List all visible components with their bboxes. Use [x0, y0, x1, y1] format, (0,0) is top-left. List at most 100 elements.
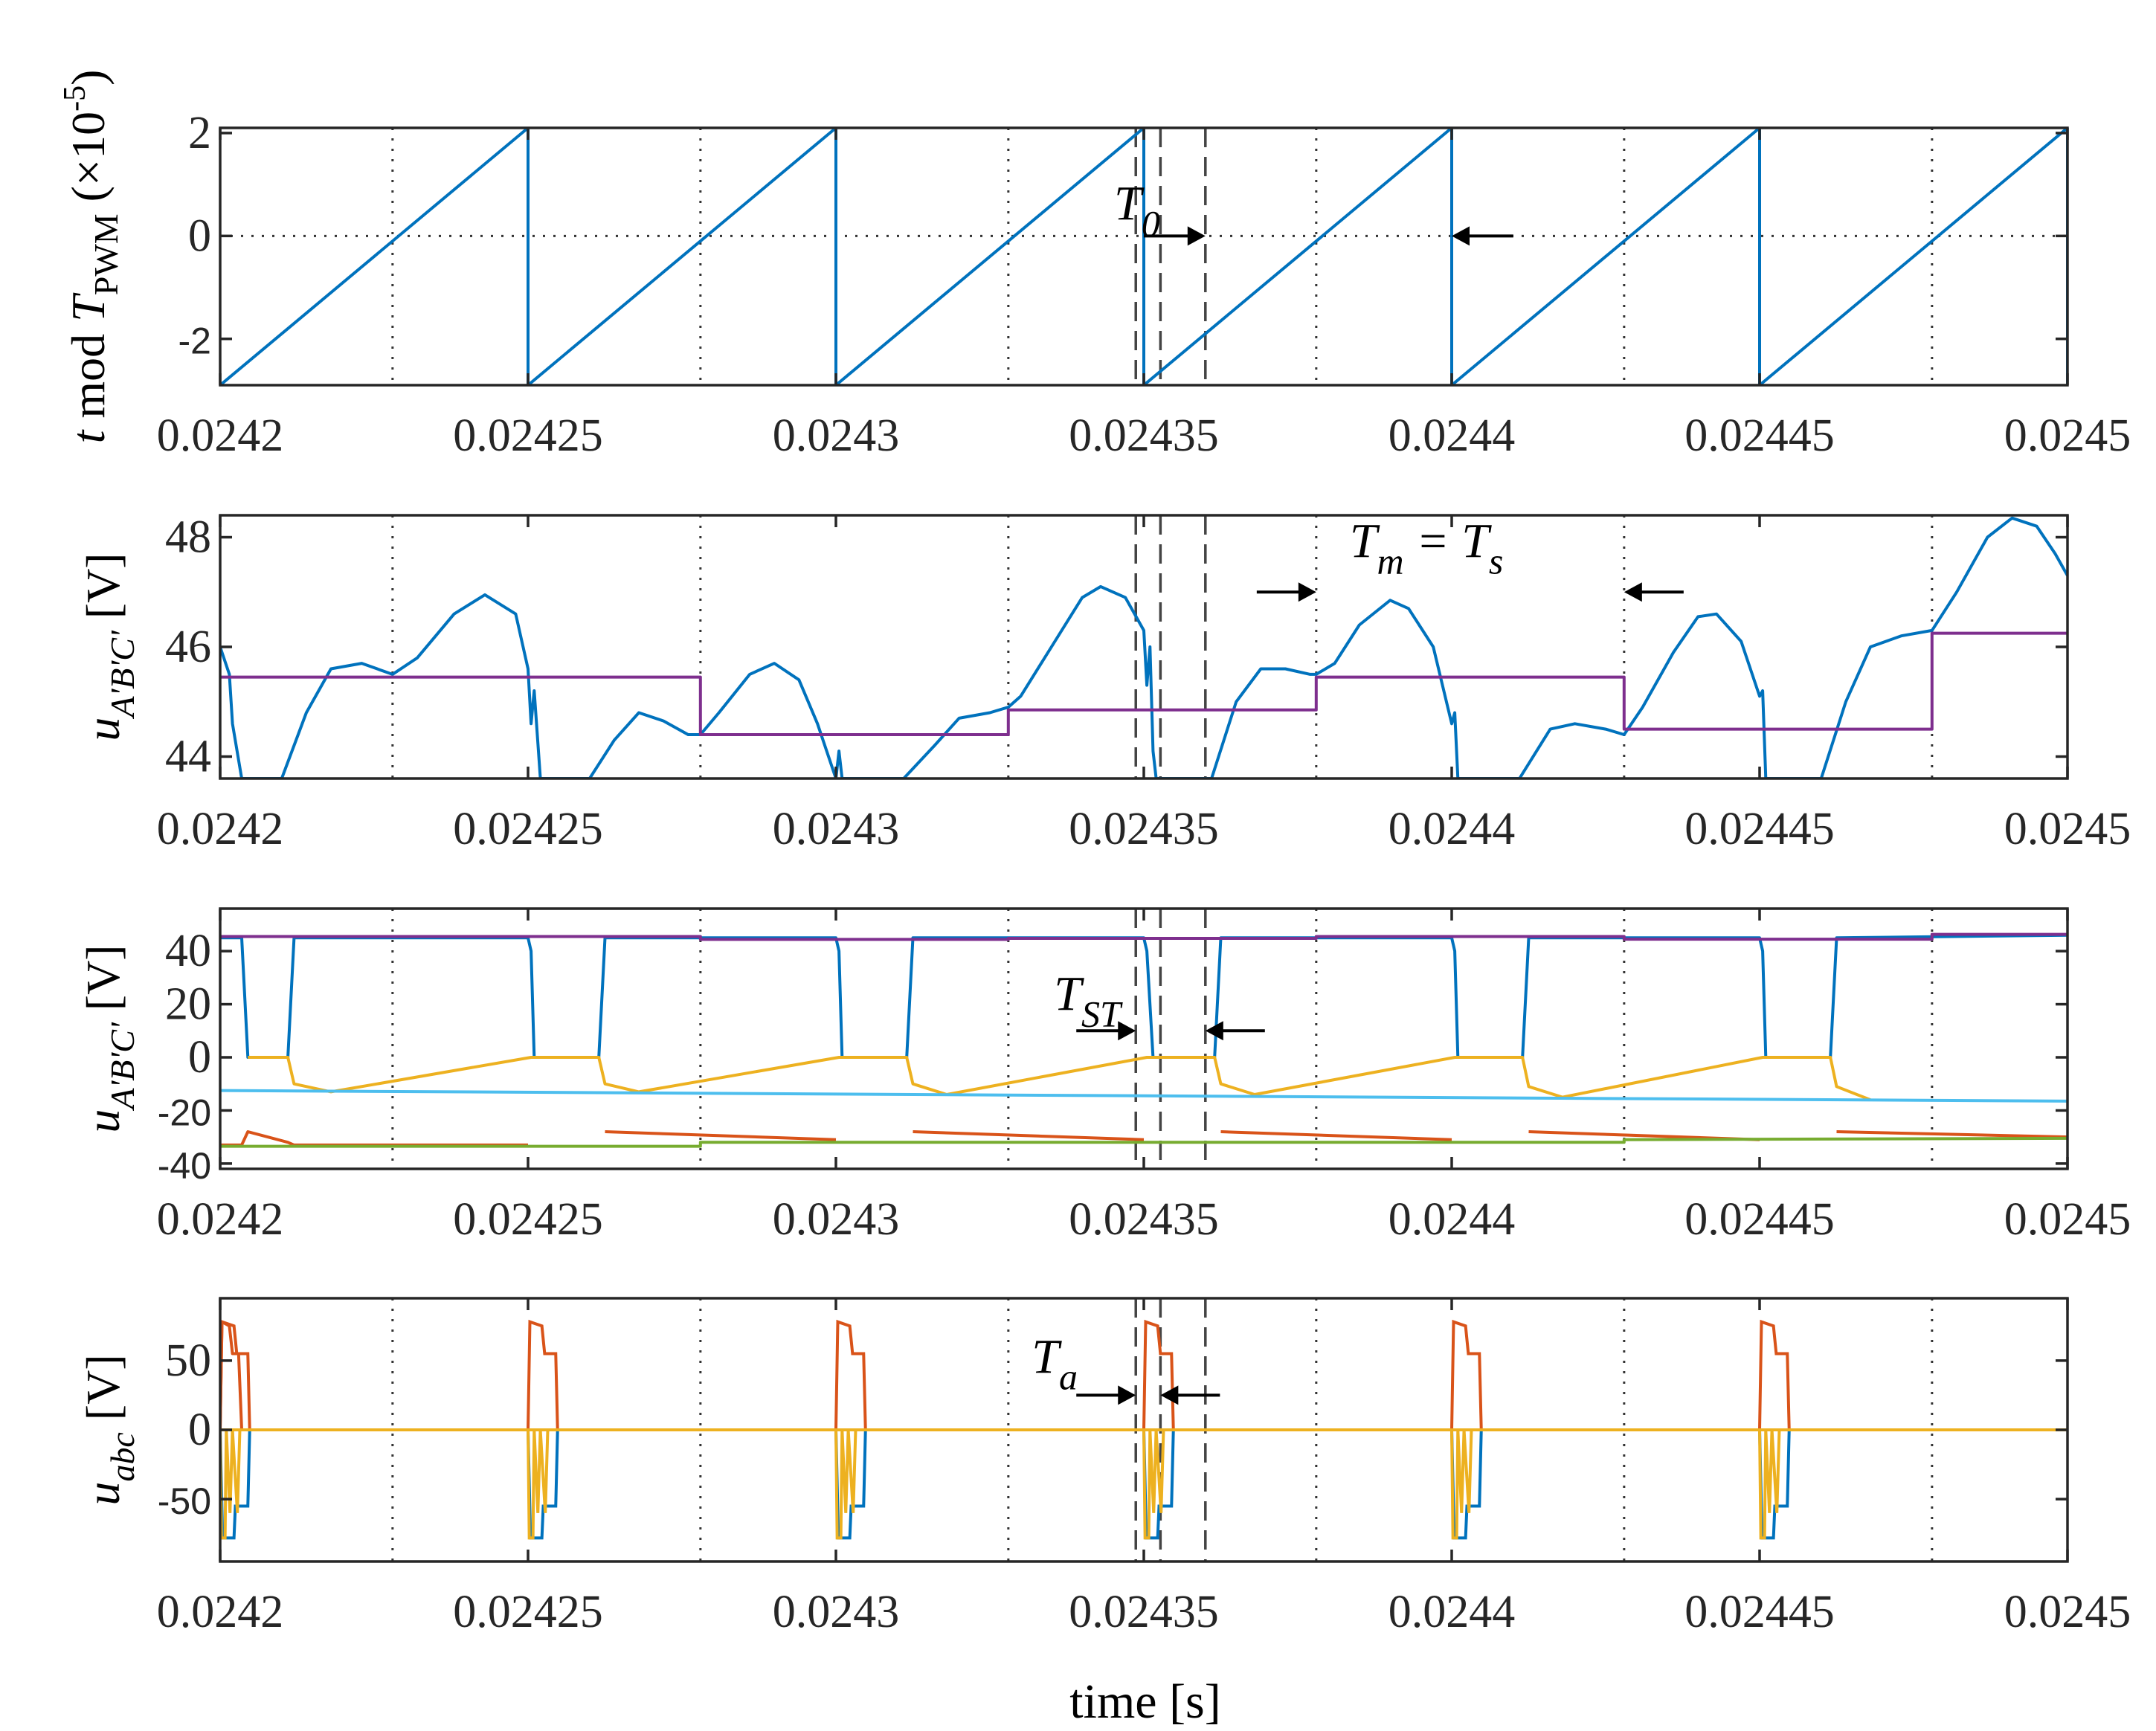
x-tick-label: 0.0244 — [1388, 804, 1516, 854]
x-tick-label: 0.0243 — [773, 410, 900, 461]
ylabel-mod: mod — [62, 322, 115, 431]
ylabel-unit: [V] — [77, 552, 129, 631]
x-tick-label: 0.0243 — [773, 1587, 900, 1637]
annotation: T0 — [1114, 176, 1206, 246]
series-group — [220, 932, 2067, 1148]
ann-sub2: s — [1489, 541, 1503, 582]
x-tick-label: 0.0243 — [773, 804, 900, 854]
series-group — [220, 1319, 2067, 1540]
panels: 0.0242 0.02425 0.0243 0.02435 0.0244 0.02445 0… — [58, 70, 2131, 1637]
arrow-head — [1452, 226, 1470, 246]
x-tick-label: 0.0245 — [2004, 410, 2131, 461]
ann-sub: ST — [1081, 993, 1123, 1034]
y-tick-label: -20 — [158, 1092, 211, 1133]
pulse-orange — [1758, 1319, 1791, 1431]
x-tick-label: 0.0242 — [157, 410, 284, 461]
y-tick-label: 40 — [165, 926, 211, 976]
pulse-orange — [1450, 1319, 1483, 1431]
x-tick-label: 0.0245 — [2004, 1194, 2131, 1245]
pulse-orange — [1142, 1319, 1175, 1431]
ann-T: T — [1350, 515, 1380, 569]
ylabel-unit: [V] — [77, 1354, 129, 1432]
ann-T: T — [1054, 967, 1084, 1021]
annotation-label: T0 — [1114, 176, 1160, 244]
ann-T: T — [1114, 176, 1145, 231]
x-tick-label: 0.02445 — [1684, 1194, 1835, 1245]
y-tick-label: 48 — [165, 512, 211, 563]
y-axis-label: uA'B'C' [V] — [77, 944, 141, 1132]
x-tick-label: 0.02435 — [1069, 1587, 1219, 1637]
arrow-head — [1118, 1021, 1136, 1041]
panel-uABC-zoom: 0.0242 0.02425 0.0243 0.02435 0.0244 0.02445 0… — [77, 512, 2131, 855]
pulse-orange — [834, 1319, 867, 1431]
pulse-orange — [527, 1319, 559, 1431]
arrow-head — [1160, 1385, 1179, 1405]
ylabel-u: u — [77, 718, 129, 741]
ann-sub: a — [1059, 1356, 1078, 1397]
series-line — [220, 1089, 2067, 1103]
ylabel-sub: abc — [103, 1432, 141, 1481]
x-tick-label: 0.02435 — [1069, 410, 1219, 461]
x-tick-label: 0.0242 — [157, 1194, 284, 1245]
ann-T: T — [1032, 1329, 1062, 1384]
pulse-yellow — [1758, 1429, 1781, 1540]
ann-eq: = T — [1404, 515, 1493, 569]
series-line — [220, 1136, 2067, 1148]
series-group — [220, 516, 2067, 779]
y-tick-label: 0 — [188, 1032, 211, 1083]
y-axis-label: t mod TPWM (×10-5) — [58, 70, 125, 444]
ann-sub: 0 — [1142, 202, 1160, 244]
y-tick-label: 46 — [165, 622, 211, 672]
y-tick-label: 2 — [188, 108, 211, 158]
x-tick-label: 0.0244 — [1388, 1587, 1516, 1637]
x-tick-label: 0.02445 — [1684, 410, 1835, 461]
x-tick-label: 0.0242 — [157, 1587, 284, 1637]
x-tick-label: 0.0243 — [773, 1194, 900, 1245]
ylabel-unit: (×10 — [62, 112, 115, 213]
y-tick-label: -2 — [178, 320, 211, 362]
ylabel-unit: [V] — [77, 944, 129, 1022]
y-axis-label: uA'B'C' [V] — [77, 552, 141, 741]
y-tick-label: 0 — [188, 1405, 211, 1455]
pulse-yellow — [527, 1429, 550, 1540]
ylabel-u: u — [77, 1109, 129, 1133]
y-tick-label: 50 — [165, 1335, 211, 1386]
ylabel-sub: A'B'C' — [103, 630, 141, 720]
pulse-yellow — [220, 1429, 242, 1540]
annotation-label: Tm = Ts — [1350, 515, 1504, 582]
ylabel-t: t — [62, 428, 115, 443]
ylabel-T: T — [62, 292, 115, 322]
series-group — [220, 128, 2067, 385]
annotation: TST — [1054, 967, 1265, 1041]
pulse-orange — [220, 1319, 251, 1431]
x-tick-label: 0.0245 — [2004, 1587, 2131, 1637]
annotation: Tm = Ts — [1256, 515, 1684, 602]
y-tick-label: -40 — [158, 1145, 211, 1187]
axes-box — [219, 907, 2069, 1170]
y-tick-label: 20 — [165, 979, 211, 1030]
y-axis-label: uabc [V] — [77, 1354, 141, 1505]
x-tick-label: 0.0244 — [1388, 410, 1516, 461]
y-tick-label: 44 — [165, 732, 211, 782]
pulse-yellow — [1450, 1429, 1473, 1540]
panel-sawtooth: 0.0242 0.02425 0.0243 0.02435 0.0244 0.02445 0… — [58, 70, 2131, 461]
series-line — [220, 631, 2067, 736]
pulse-yellow — [1142, 1429, 1165, 1540]
annotation — [1452, 226, 1513, 246]
y-tick-label: 0 — [188, 210, 211, 261]
ylabel-sub: PWM — [87, 213, 125, 295]
pulse-yellow — [834, 1429, 857, 1540]
series-line — [220, 128, 2067, 385]
x-tick-label: 0.02445 — [1684, 804, 1835, 854]
series-line — [220, 932, 2067, 941]
annotation-label: TST — [1054, 967, 1123, 1034]
x-tick-label: 0.0242 — [157, 804, 284, 854]
x-axis-label: time [s] — [1069, 1674, 1220, 1729]
x-tick-label: 0.0245 — [2004, 804, 2131, 854]
annotation: Ta — [1032, 1329, 1220, 1405]
annotation-label: Ta — [1032, 1329, 1078, 1397]
ylabel-close: ) — [62, 70, 115, 86]
arrow-head — [1187, 226, 1206, 246]
ylabel-sub: A'B'C' — [103, 1022, 141, 1112]
